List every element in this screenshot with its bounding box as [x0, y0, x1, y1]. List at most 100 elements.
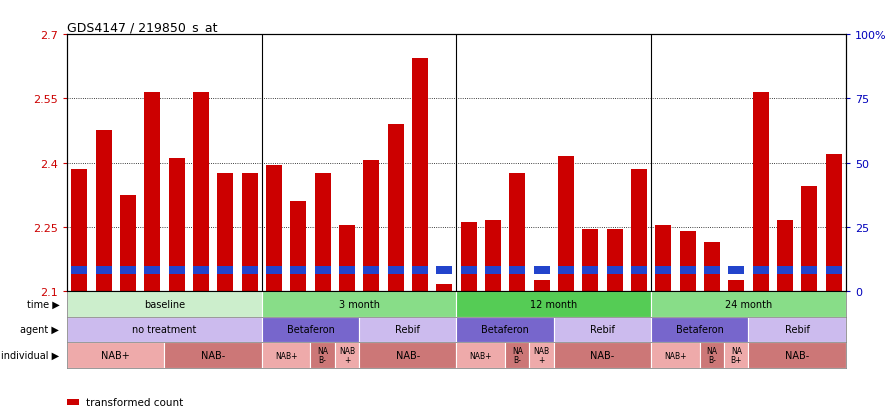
Bar: [679, 231, 695, 291]
Text: individual ▶: individual ▶: [1, 350, 59, 360]
Bar: [217, 174, 233, 291]
Bar: [67, 342, 164, 368]
Text: NA
B-: NA B-: [316, 346, 328, 364]
Text: agent ▶: agent ▶: [21, 325, 59, 335]
Bar: [193, 266, 208, 274]
Text: NAB+: NAB+: [101, 350, 130, 360]
Bar: [460, 223, 476, 291]
Bar: [120, 195, 136, 291]
Bar: [485, 221, 501, 291]
Bar: [456, 317, 553, 342]
Bar: [339, 266, 354, 274]
Text: NAB-: NAB-: [590, 350, 614, 360]
Bar: [72, 266, 87, 274]
Bar: [261, 291, 456, 317]
Bar: [310, 342, 334, 368]
Text: NAB+: NAB+: [469, 351, 492, 360]
Bar: [72, 170, 87, 291]
Bar: [529, 342, 553, 368]
Bar: [553, 342, 650, 368]
Text: NAB
+: NAB +: [533, 346, 549, 364]
Text: Rebif: Rebif: [784, 325, 809, 335]
Bar: [358, 342, 456, 368]
Bar: [533, 280, 549, 291]
Bar: [630, 170, 646, 291]
Text: NAB+: NAB+: [274, 351, 297, 360]
Bar: [606, 266, 622, 274]
Bar: [387, 266, 403, 274]
Bar: [436, 285, 451, 291]
Text: NA
B-: NA B-: [511, 346, 522, 364]
Bar: [363, 161, 379, 291]
Text: 24 month: 24 month: [724, 299, 772, 309]
Bar: [456, 342, 504, 368]
Text: NAB-: NAB-: [201, 350, 225, 360]
Bar: [485, 266, 501, 274]
Bar: [96, 266, 112, 274]
Bar: [728, 266, 743, 274]
Bar: [825, 266, 840, 274]
Bar: [411, 59, 427, 291]
Bar: [456, 291, 650, 317]
Bar: [553, 317, 650, 342]
Bar: [290, 266, 306, 274]
Bar: [120, 266, 136, 274]
Text: Betaferon: Betaferon: [286, 325, 334, 335]
Bar: [558, 266, 573, 274]
Text: 12 month: 12 month: [529, 299, 577, 309]
Bar: [825, 154, 840, 291]
Bar: [96, 131, 112, 291]
Text: no treatment: no treatment: [132, 325, 197, 335]
Bar: [164, 342, 261, 368]
Bar: [436, 266, 451, 274]
Text: NAB-: NAB-: [395, 350, 419, 360]
Bar: [752, 93, 768, 291]
Text: GDS4147 / 219850_s_at: GDS4147 / 219850_s_at: [67, 21, 217, 34]
Bar: [217, 266, 233, 274]
Bar: [460, 266, 476, 274]
Text: NAB-: NAB-: [784, 350, 808, 360]
Bar: [241, 174, 257, 291]
Bar: [654, 266, 670, 274]
Bar: [169, 266, 184, 274]
Text: Rebif: Rebif: [395, 325, 420, 335]
Bar: [387, 125, 403, 291]
Bar: [261, 317, 358, 342]
Bar: [728, 280, 743, 291]
Bar: [241, 266, 257, 274]
Bar: [144, 266, 160, 274]
Text: time ▶: time ▶: [27, 299, 59, 309]
Bar: [651, 317, 747, 342]
Bar: [509, 174, 525, 291]
Bar: [315, 174, 330, 291]
Bar: [315, 266, 330, 274]
Bar: [558, 157, 573, 291]
Bar: [261, 342, 310, 368]
Bar: [704, 266, 719, 274]
Text: NA
B+: NA B+: [730, 346, 741, 364]
Bar: [504, 342, 529, 368]
Bar: [533, 266, 549, 274]
Bar: [723, 342, 747, 368]
Bar: [800, 187, 816, 291]
Bar: [654, 225, 670, 291]
Bar: [334, 342, 358, 368]
Bar: [266, 165, 282, 291]
Bar: [776, 221, 792, 291]
Bar: [266, 266, 282, 274]
Text: Betaferon: Betaferon: [675, 325, 723, 335]
Bar: [509, 266, 525, 274]
Text: NAB+: NAB+: [663, 351, 686, 360]
Text: transformed count: transformed count: [86, 397, 183, 407]
Bar: [651, 342, 699, 368]
Bar: [704, 242, 719, 291]
Bar: [67, 291, 261, 317]
Bar: [358, 317, 456, 342]
Bar: [630, 266, 646, 274]
Bar: [339, 225, 354, 291]
Bar: [776, 266, 792, 274]
Bar: [747, 342, 845, 368]
Bar: [290, 202, 306, 291]
Text: NAB
+: NAB +: [339, 346, 355, 364]
Text: baseline: baseline: [144, 299, 185, 309]
